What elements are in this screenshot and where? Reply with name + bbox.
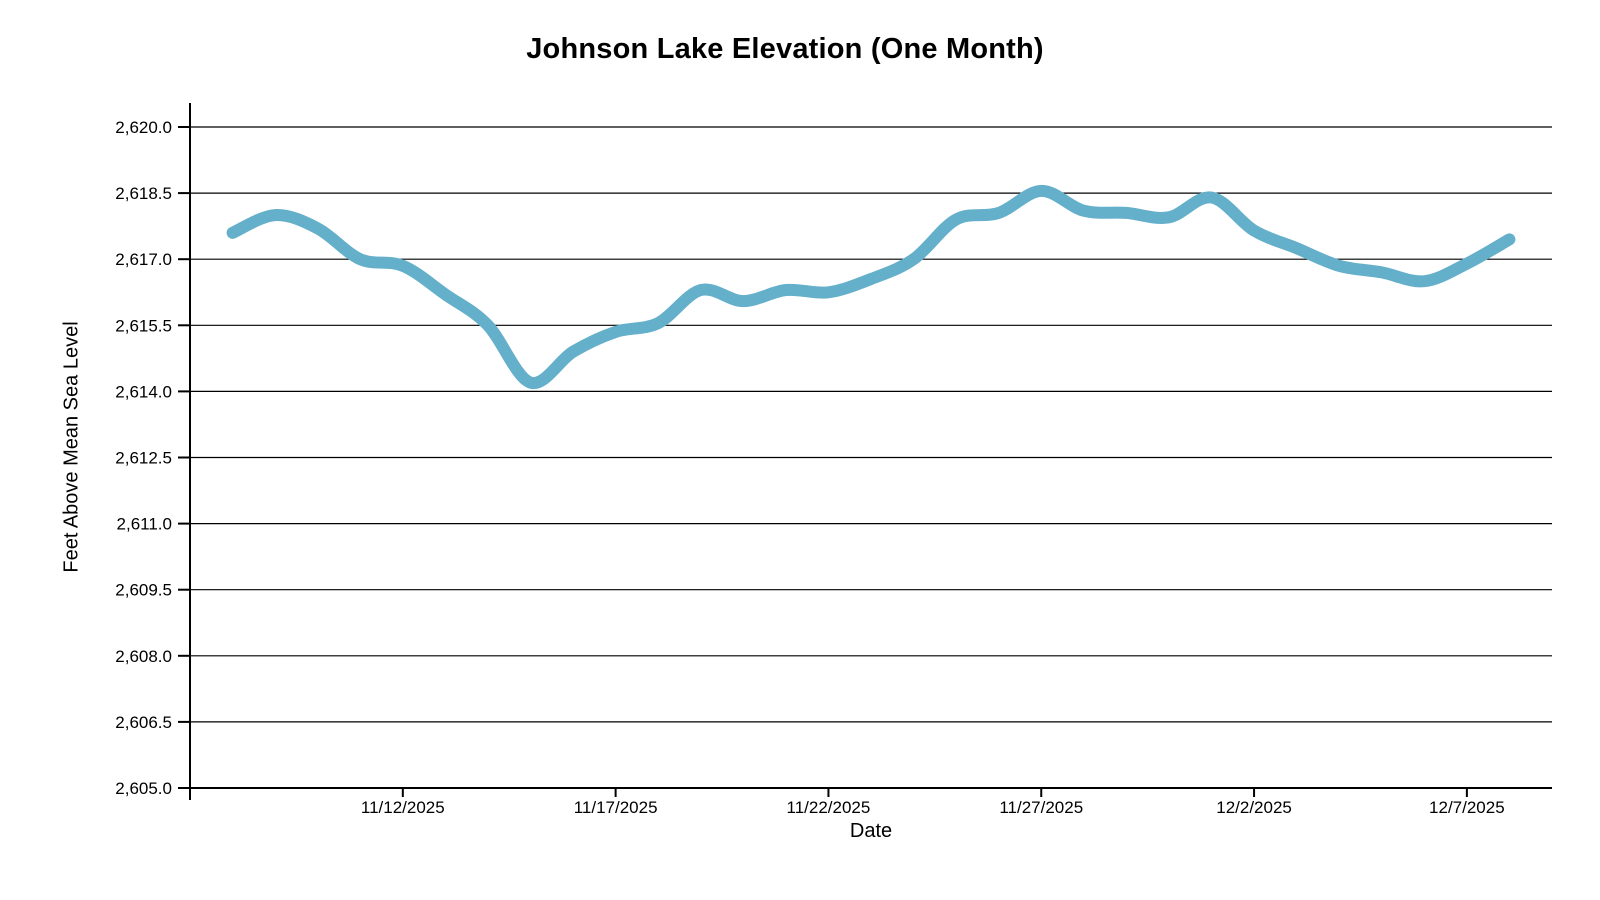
x-axis-title: Date: [849, 820, 893, 842]
y-tick-label: 2,612.5: [115, 449, 172, 468]
x-tick-label: 12/7/2025: [1429, 798, 1505, 817]
y-tick-label: 2,615.5: [115, 316, 172, 335]
y-tick-label: 2,605.0: [115, 779, 172, 798]
y-tick-label: 2,618.5: [115, 184, 172, 203]
y-tick-label: 2,617.0: [115, 250, 172, 269]
y-tick-label: 2,608.0: [115, 647, 172, 666]
elevation-line: [226, 184, 1516, 389]
x-tick-label: 11/27/2025: [999, 798, 1083, 817]
y-tick-label: 2,606.5: [115, 713, 172, 732]
y-tick-label: 2,620.0: [115, 118, 172, 137]
chart-title: Johnson Lake Elevation (One Month): [526, 33, 1044, 65]
x-tick-label: 11/12/2025: [361, 798, 445, 817]
x-tick-label: 11/22/2025: [787, 798, 871, 817]
y-tick-label: 2,611.0: [117, 515, 172, 534]
y-tick-label: 2,609.5: [115, 581, 172, 600]
x-tick-label: 12/2/2025: [1216, 798, 1292, 817]
y-tick-label: 2,614.0: [115, 382, 172, 401]
x-tick-label: 11/17/2025: [574, 798, 658, 817]
